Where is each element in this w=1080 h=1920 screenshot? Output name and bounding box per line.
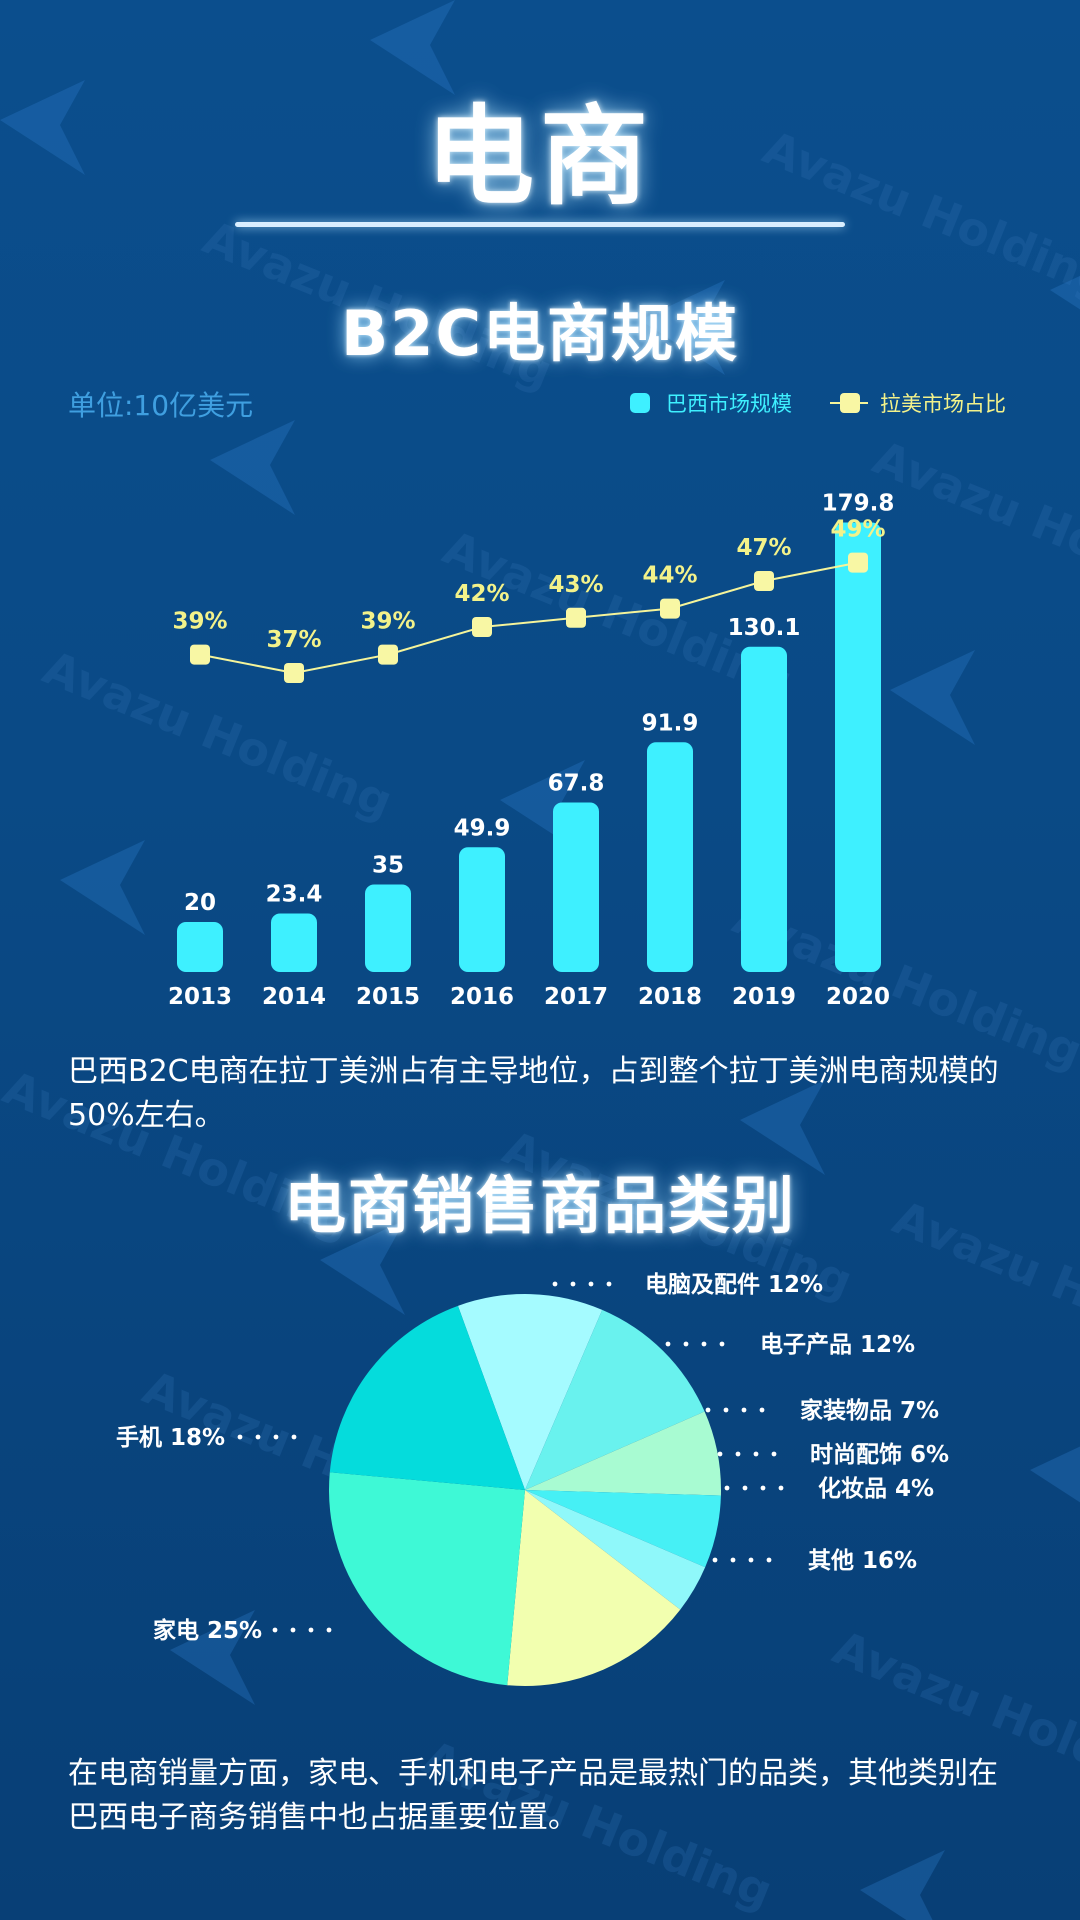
watermark-plane-icon: [740, 1080, 825, 1175]
section-title-categories: 电商销售商品类别: [283, 1169, 796, 1242]
share-value-label-2017: 43%: [548, 572, 603, 598]
bar-2014: [271, 913, 317, 972]
pie-leader-dots: [237, 1434, 297, 1440]
share-marker-2017: [566, 607, 586, 628]
pie-slice-家电: [328, 1472, 525, 1686]
share-value-label-2019: 47%: [736, 535, 791, 561]
share-value-label-2014: 37%: [266, 627, 321, 653]
paragraph-b2c: 巴西B2C电商在拉丁美洲占有主导地位，占到整个拉丁美洲电商规模的50%左右。: [68, 1054, 999, 1133]
watermark-plane-icon: [170, 1610, 255, 1705]
pie-label-家装物品: 家装物品 7%: [800, 1397, 939, 1424]
bar-value-label-2018: 91.9: [642, 710, 699, 736]
watermark-plane-icon: [1030, 1446, 1080, 1503]
pie-label-家电: 家电 25%: [153, 1617, 262, 1644]
share-marker-2015: [378, 644, 398, 665]
bar-value-label-2020: 179.8: [822, 491, 895, 517]
share-marker-2018: [660, 598, 680, 619]
pie-label-化妆品: 化妆品 4%: [818, 1475, 934, 1502]
pie-leader-dots: [724, 1485, 784, 1491]
share-marker-2019: [754, 571, 774, 591]
bar-value-label-2016: 49.9: [454, 815, 511, 841]
watermark-plane-icon: [640, 280, 725, 375]
bar-2020: [835, 522, 881, 972]
bar-2018: [647, 742, 693, 972]
bar-value-label-2017: 67.8: [548, 771, 605, 797]
pie-label-电脑及配件: 电脑及配件 12%: [645, 1271, 823, 1298]
pie-leader-dots: [665, 1341, 725, 1347]
watermark-plane-icon: [0, 80, 85, 175]
section-title-b2c: B2C电商规模: [341, 297, 739, 370]
bar-value-label-2014: 23.4: [266, 882, 323, 908]
pie-slice-化妆品: [525, 1490, 706, 1610]
watermark-plane-icon: [60, 840, 145, 935]
pie-slice-时尚配饰: [525, 1490, 721, 1568]
x-tick-label-2018: 2018: [638, 984, 702, 1010]
share-marker-2020: [848, 552, 868, 573]
watermark-plane-icon: [890, 650, 975, 745]
pie-leader-dots: [552, 1281, 612, 1287]
pie-label-电子产品: 电子产品 12%: [760, 1331, 915, 1358]
bar-value-label-2019: 130.1: [728, 615, 801, 641]
title-divider: [235, 222, 845, 227]
bar-2019: [741, 646, 787, 972]
share-value-label-2013: 39%: [172, 609, 227, 635]
pie-slice-家装物品: [525, 1411, 721, 1496]
watermark-plane-icon: [320, 1220, 405, 1315]
b2c-bar-line-chart: 20 2013 23.4 2014 35 2015 49.9 2016 67.8 2017 91.9…: [168, 491, 895, 1011]
pie-slice-电脑及配件: [457, 1294, 603, 1490]
x-tick-label-2020: 2020: [826, 984, 890, 1010]
legend-label-share: 拉美市场占比: [880, 392, 1006, 416]
pie-leader-dots: [717, 1451, 777, 1457]
bar-2015: [365, 884, 411, 972]
share-marker-2014: [284, 663, 304, 683]
bar-2017: [553, 802, 599, 972]
legend-label-market-size: 巴西市场规模: [666, 392, 792, 416]
pie-label-时尚配饰: 时尚配饰 6%: [810, 1441, 949, 1468]
x-tick-label-2013: 2013: [168, 984, 232, 1010]
share-line: [199, 561, 859, 675]
pie-slice-其他: [507, 1490, 681, 1686]
pie-label-其他: 其他 16%: [808, 1548, 917, 1574]
pie-slice-手机: [329, 1305, 525, 1490]
x-tick-label-2016: 2016: [450, 984, 514, 1010]
bar-2016: [459, 847, 505, 972]
share-value-label-2015: 39%: [360, 609, 415, 635]
x-tick-label-2019: 2019: [732, 984, 796, 1010]
paragraph-categories: 在电商销量方面，家电、手机和电子产品是最热门的品类，其他类别在巴西电子商务销售中…: [68, 1756, 998, 1835]
watermark-plane-icon: [370, 0, 455, 95]
share-value-label-2016: 42%: [454, 581, 509, 607]
pie-slice-电子产品: [525, 1309, 705, 1490]
watermark-plane-icon: [860, 1850, 945, 1920]
pie-leader-dots: [705, 1407, 765, 1413]
bar-value-label-2013: 20: [184, 890, 216, 916]
unit-label: 单位:10亿美元: [68, 389, 254, 422]
share-value-label-2020: 49%: [830, 517, 885, 543]
legend-swatch-line: [830, 393, 868, 413]
pie-leader-dots: [712, 1557, 772, 1563]
legend-swatch-bar: [630, 393, 650, 413]
share-marker-2013: [190, 644, 210, 665]
watermark-plane-icon: [210, 420, 295, 515]
x-tick-label-2014: 2014: [262, 984, 326, 1010]
pie-leader-dots: [272, 1627, 332, 1633]
category-pie-chart: 电脑及配件 12% 电子产品 12% 家装物品 7% 时尚配饰 6% 化妆品 4% 其他 …: [116, 1271, 949, 1686]
pie-label-手机: 手机 18%: [116, 1425, 225, 1451]
page-title: 电商: [425, 95, 654, 220]
legend-item-market-size: 巴西市场规模: [630, 388, 792, 418]
watermark-plane-icon: [1050, 275, 1080, 310]
bar-value-label-2015: 35: [372, 853, 404, 879]
x-tick-label-2017: 2017: [544, 984, 608, 1010]
share-marker-2016: [472, 617, 492, 637]
bar-2013: [177, 922, 223, 972]
legend-item-share: 拉美市场占比: [830, 388, 1006, 418]
x-tick-label-2015: 2015: [356, 984, 420, 1010]
share-value-label-2018: 44%: [642, 563, 697, 589]
